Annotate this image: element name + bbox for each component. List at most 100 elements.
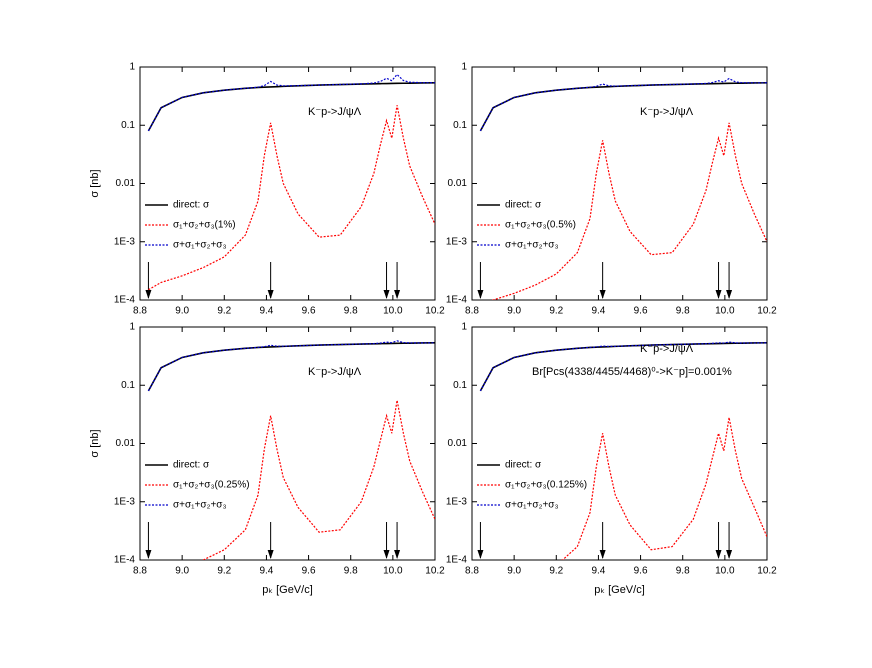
x-tick-label: 8.8: [465, 566, 479, 577]
arrow-head: [383, 290, 390, 299]
annotation: K⁻p->J/ψΛ: [640, 106, 694, 118]
arrow-head: [394, 550, 401, 559]
y-tick-label: 1: [461, 62, 467, 73]
x-tick-label: 9.4: [591, 306, 605, 317]
y-tick-label: 1E-3: [114, 496, 136, 507]
y-tick-label: 0.01: [448, 438, 468, 449]
x-tick-label: 9.4: [259, 566, 273, 577]
series-line: [147, 342, 435, 392]
arrow-head: [599, 550, 606, 559]
x-tick-label: 9.6: [634, 566, 648, 577]
y-axis-label: σ [nb]: [89, 429, 101, 457]
arrow-head: [383, 550, 390, 559]
x-axis-label: pₖ [GeV/c]: [262, 584, 313, 596]
threshold-arrow: [383, 262, 390, 299]
y-tick-label: 0.1: [121, 380, 135, 391]
arrow-head: [477, 290, 484, 299]
threshold-arrow: [267, 262, 274, 299]
y-tick-label: 1E-3: [114, 236, 136, 247]
panel: 8.8 9.0 9.2 9.4 9.6 9.8 10.0 10.2 1E-4 1E-3 0.01 0.…: [446, 62, 777, 317]
x-tick-label: 9.2: [549, 306, 563, 317]
x-tick-label: 10.2: [425, 306, 445, 317]
legend-label: σ₁+σ₂+σ₃(1%): [173, 220, 236, 231]
x-tick-label: 8.8: [133, 566, 147, 577]
y-tick-label: 1E-4: [114, 555, 136, 566]
series-line: [148, 105, 435, 291]
series-line: [561, 417, 767, 560]
threshold-arrow: [599, 262, 606, 299]
x-tick-label: 9.8: [676, 306, 690, 317]
arrow-head: [726, 550, 733, 559]
threshold-arrow: [599, 522, 606, 559]
x-tick-label: 9.2: [217, 566, 231, 577]
series-group: [479, 341, 767, 560]
x-tick-label: 9.2: [549, 566, 563, 577]
annotation: K⁻p->J/ψΛ: [308, 106, 362, 118]
plot-frame: [471, 66, 768, 301]
threshold-arrow: [726, 522, 733, 559]
y-tick-label: 0.01: [116, 178, 136, 189]
legend-label: σ+σ₁+σ₂+σ₃: [173, 500, 227, 511]
annotation: Br[Pcs(4338/4455/4468)⁰->K⁻p]=0.001%: [532, 366, 732, 378]
series-line: [479, 82, 767, 132]
panel: 8.8 9.0 9.2 9.4 9.6 9.8 10.0 10.2 1E-4 1E-3 0.01 0.…: [89, 62, 445, 317]
x-tick-label: 10.0: [383, 566, 403, 577]
threshold-arrow: [394, 522, 401, 559]
legend-label: direct: σ: [505, 200, 542, 211]
x-tick-label: 10.0: [383, 306, 403, 317]
y-tick-label: 1E-3: [446, 236, 468, 247]
x-tick-label: 8.8: [465, 306, 479, 317]
series-line: [491, 122, 767, 300]
y-tick-label: 0.01: [448, 178, 468, 189]
x-tick-label: 9.0: [175, 306, 189, 317]
legend-label: σ₁+σ₂+σ₃(0.125%): [505, 480, 587, 491]
threshold-arrow: [715, 522, 722, 559]
threshold-arrow: [726, 262, 733, 299]
x-tick-label: 10.2: [425, 566, 445, 577]
series-line: [147, 340, 435, 392]
y-tick-label: 1E-4: [114, 295, 136, 306]
series-line: [201, 400, 435, 560]
y-tick-label: 0.1: [121, 120, 135, 131]
x-tick-label: 9.8: [676, 566, 690, 577]
arrow-head: [715, 550, 722, 559]
threshold-arrow: [394, 262, 401, 299]
x-axis-label: pₖ [GeV/c]: [594, 584, 645, 596]
x-tick-label: 9.8: [344, 566, 358, 577]
annotation: K⁻p->J/ψΛ: [640, 343, 694, 355]
series-group: [479, 77, 767, 300]
x-tick-label: 10.2: [757, 306, 777, 317]
x-tick-label: 10.0: [715, 306, 735, 317]
x-tick-label: 9.8: [344, 306, 358, 317]
y-axis-label: σ [nb]: [89, 169, 101, 197]
threshold-arrow: [383, 522, 390, 559]
arrow-head: [477, 550, 484, 559]
arrow-head: [267, 550, 274, 559]
panel: 8.8 9.0 9.2 9.4 9.6 9.8 10.0 10.2 1E-4 1E-3 0.01 0.…: [446, 322, 777, 596]
y-tick-label: 0.1: [453, 380, 467, 391]
series-group: [147, 340, 435, 560]
y-tick-label: 0.1: [453, 120, 467, 131]
legend-label: σ₁+σ₂+σ₃(0.5%): [505, 220, 576, 231]
series-line: [479, 77, 767, 132]
arrow-head: [145, 290, 152, 299]
x-tick-label: 8.8: [133, 306, 147, 317]
legend-label: direct: σ: [505, 460, 542, 471]
series-line: [479, 341, 767, 392]
plot-frame: [471, 326, 768, 561]
threshold-arrow: [145, 522, 152, 559]
x-tick-label: 9.4: [591, 566, 605, 577]
x-tick-label: 10.2: [757, 566, 777, 577]
y-tick-label: 1: [129, 322, 135, 333]
legend-label: σ+σ₁+σ₂+σ₃: [505, 240, 559, 251]
y-tick-label: 1E-4: [446, 555, 468, 566]
x-tick-label: 9.0: [507, 566, 521, 577]
x-tick-label: 9.6: [302, 306, 316, 317]
x-tick-label: 9.0: [175, 566, 189, 577]
arrow-head: [715, 290, 722, 299]
arrow-head: [267, 290, 274, 299]
y-tick-label: 1E-4: [446, 295, 468, 306]
threshold-arrow: [715, 262, 722, 299]
series-group: [147, 73, 435, 291]
